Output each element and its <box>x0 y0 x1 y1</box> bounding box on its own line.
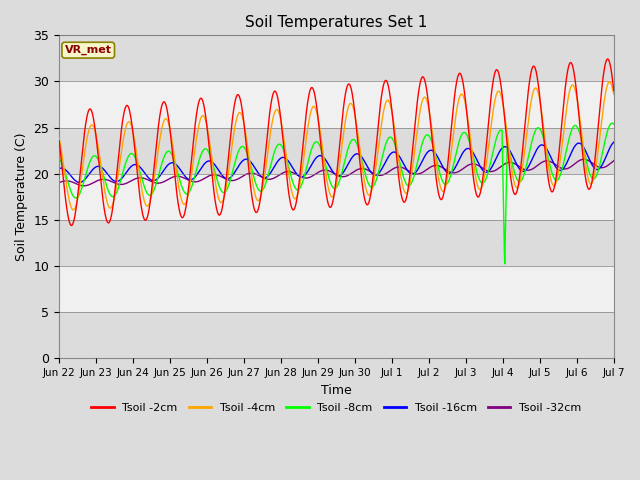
Tsoil -2cm <box>178 215 186 220</box>
Bar <box>59 128 614 174</box>
Tsoil -32cm <box>561 166 569 172</box>
Tsoil -16cm <box>178 169 186 175</box>
Legend: Tsoil -2cm, Tsoil -4cm, Tsoil -8cm, Tsoil -16cm, Tsoil -32cm: Tsoil -2cm, Tsoil -4cm, Tsoil -8cm, Tsoi… <box>87 398 586 417</box>
Tsoil -2cm <box>55 138 63 144</box>
Bar <box>59 82 614 128</box>
Tsoil -16cm <box>561 164 569 169</box>
Line: Tsoil -4cm: Tsoil -4cm <box>59 82 614 210</box>
Tsoil -4cm <box>55 135 63 141</box>
Tsoil -4cm <box>605 79 613 84</box>
Tsoil -4cm <box>287 183 294 189</box>
Tsoil -32cm <box>178 174 186 180</box>
Line: Tsoil -16cm: Tsoil -16cm <box>59 142 614 182</box>
Tsoil -2cm <box>68 223 76 228</box>
Tsoil -16cm <box>610 139 618 145</box>
Tsoil -4cm <box>70 207 77 213</box>
Tsoil -8cm <box>513 177 521 182</box>
Bar <box>59 36 614 82</box>
Tsoil -4cm <box>178 199 186 204</box>
Tsoil -8cm <box>561 155 569 160</box>
Tsoil -16cm <box>513 162 521 168</box>
Tsoil -16cm <box>55 166 63 171</box>
Tsoil -2cm <box>610 88 618 94</box>
Tsoil -2cm <box>287 201 294 207</box>
Tsoil -4cm <box>610 92 618 97</box>
X-axis label: Time: Time <box>321 384 352 396</box>
Tsoil -2cm <box>513 188 521 194</box>
Tsoil -4cm <box>273 107 281 112</box>
Bar <box>59 220 614 266</box>
Tsoil -32cm <box>273 173 281 179</box>
Tsoil -4cm <box>422 95 429 101</box>
Y-axis label: Soil Temperature (C): Soil Temperature (C) <box>15 132 28 261</box>
Tsoil -8cm <box>273 144 280 149</box>
Tsoil -2cm <box>561 89 569 95</box>
Tsoil -32cm <box>80 183 88 189</box>
Tsoil -8cm <box>55 156 63 162</box>
Tsoil -4cm <box>513 185 521 191</box>
Tsoil -16cm <box>273 159 281 165</box>
Line: Tsoil -2cm: Tsoil -2cm <box>59 59 614 226</box>
Tsoil -16cm <box>287 162 294 168</box>
Tsoil -16cm <box>422 152 429 157</box>
Tsoil -8cm <box>610 121 618 127</box>
Tsoil -2cm <box>422 82 429 88</box>
Line: Tsoil -32cm: Tsoil -32cm <box>59 159 614 186</box>
Bar <box>59 312 614 358</box>
Tsoil -32cm <box>287 169 294 175</box>
Tsoil -2cm <box>273 93 281 98</box>
Tsoil -32cm <box>422 168 429 173</box>
Tsoil -32cm <box>55 180 63 186</box>
Text: VR_met: VR_met <box>65 45 112 55</box>
Title: Soil Temperatures Set 1: Soil Temperatures Set 1 <box>245 15 428 30</box>
Line: Tsoil -8cm: Tsoil -8cm <box>59 123 614 264</box>
Tsoil -8cm <box>286 171 294 177</box>
Tsoil -8cm <box>422 133 429 139</box>
Tsoil -4cm <box>561 119 569 125</box>
Bar <box>59 174 614 220</box>
Tsoil -32cm <box>513 162 521 168</box>
Bar <box>59 266 614 312</box>
Tsoil -2cm <box>604 56 611 62</box>
Tsoil -8cm <box>501 261 509 267</box>
Tsoil -32cm <box>610 158 618 164</box>
Tsoil -16cm <box>76 180 83 185</box>
Tsoil -32cm <box>580 156 588 162</box>
Tsoil -8cm <box>609 120 616 126</box>
Tsoil -8cm <box>178 183 186 189</box>
